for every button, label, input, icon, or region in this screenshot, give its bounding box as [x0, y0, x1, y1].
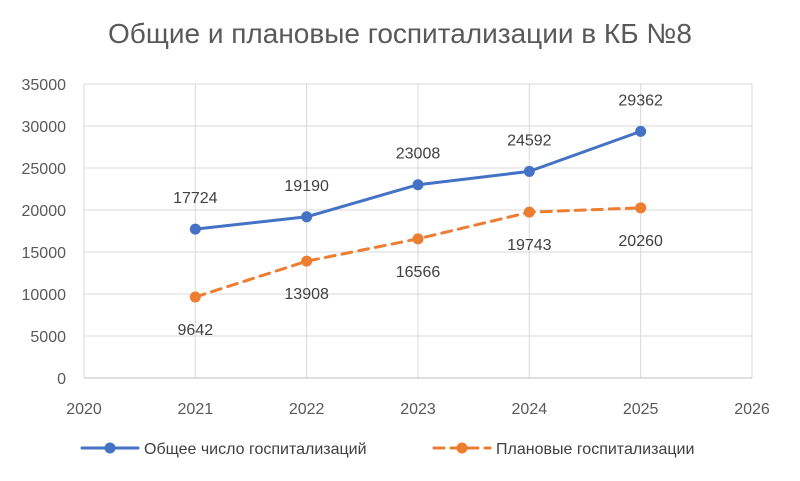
legend-marker-1: [104, 442, 116, 454]
legend: Общее число госпитализаций Плановые госпи…: [80, 441, 694, 458]
y-tick-label: 35000: [22, 77, 67, 94]
y-tick-label: 20000: [22, 203, 67, 220]
x-tick-label: 2025: [623, 401, 659, 418]
data-point: [635, 202, 647, 214]
grid: [83, 83, 753, 378]
data-label: 17724: [173, 190, 218, 207]
data-point: [189, 223, 201, 235]
data-point: [189, 291, 201, 303]
y-tick-label: 5000: [30, 329, 66, 346]
y-tick-label: 25000: [22, 161, 67, 178]
data-point: [412, 233, 424, 245]
x-tick-label: 2024: [512, 401, 548, 418]
series: 17724 19190 23008 24592 29362 9642 13908 16566 1…: [173, 92, 663, 339]
x-tick-label: 2021: [178, 401, 214, 418]
legend-marker-2: [456, 442, 468, 454]
x-tick-label: 2022: [289, 401, 325, 418]
data-label: 19743: [507, 237, 552, 254]
data-label: 29362: [618, 92, 663, 109]
y-tick-label: 0: [57, 371, 66, 388]
data-label: 13908: [284, 286, 329, 303]
data-label: 20260: [618, 233, 663, 250]
axes: 0 5000 10000 15000 20000 25000 30000 35000 2020 2…: [22, 77, 770, 418]
legend-label-2: Плановые госпитализации: [496, 441, 694, 458]
data-point: [301, 211, 313, 223]
chart-title: Общие и плановые госпитализации в КБ №8: [108, 18, 692, 49]
legend-label-1: Общее число госпитализаций: [144, 441, 367, 458]
data-label: 24592: [507, 132, 552, 149]
data-label: 23008: [396, 146, 441, 163]
data-label: 16566: [396, 264, 441, 281]
x-tick-label: 2026: [734, 401, 770, 418]
data-label: 9642: [178, 322, 214, 339]
data-point: [635, 125, 647, 137]
data-point: [301, 255, 313, 267]
y-tick-label: 15000: [22, 245, 67, 262]
x-tick-label: 2023: [400, 401, 436, 418]
data-point: [523, 206, 535, 218]
y-tick-label: 30000: [22, 119, 67, 136]
data-label: 19190: [284, 178, 329, 195]
y-tick-label: 10000: [22, 287, 67, 304]
data-point: [523, 165, 535, 177]
x-tick-label: 2020: [66, 401, 102, 418]
data-point: [412, 179, 424, 191]
